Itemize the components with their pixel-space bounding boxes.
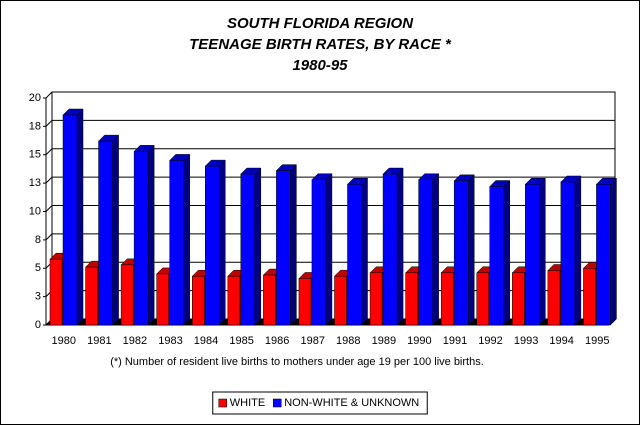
bar-side	[361, 177, 368, 326]
bar	[276, 170, 291, 326]
bar	[133, 151, 149, 326]
bar	[192, 275, 205, 326]
bar	[227, 275, 241, 326]
x-tick-label: 1991	[443, 335, 467, 347]
bar	[85, 266, 98, 326]
y-tick-label: 0	[35, 319, 41, 331]
bar	[205, 165, 220, 326]
bar	[347, 184, 362, 326]
y-tick-label: 8	[35, 234, 41, 246]
bar-side	[467, 174, 475, 326]
bar-side	[610, 177, 617, 326]
y-tick-label: 18	[29, 120, 41, 132]
x-tick-label: 1990	[407, 335, 431, 347]
bar-side	[183, 153, 190, 326]
x-tick-label: 1992	[478, 335, 502, 347]
x-tick-label: 1993	[514, 335, 538, 347]
legend-swatch	[272, 398, 282, 408]
bar	[440, 272, 454, 326]
chart-title: SOUTH FLORIDA REGION	[227, 15, 414, 32]
x-tick-label: 1988	[336, 335, 360, 347]
bar	[298, 278, 312, 326]
x-tick-label: 1995	[585, 335, 609, 347]
bar	[489, 186, 504, 326]
bar	[547, 270, 561, 326]
y-tick-label: 10	[29, 205, 41, 217]
bar	[49, 258, 63, 326]
bar	[169, 160, 184, 326]
bar-side	[290, 164, 297, 326]
grid-diag	[45, 233, 53, 241]
bar-side	[539, 177, 546, 326]
bar-side	[574, 175, 582, 326]
bar	[583, 268, 596, 326]
x-tick-label: 1980	[52, 335, 76, 347]
bar	[62, 114, 78, 326]
footnote: (*) Number of resident live births to mo…	[110, 356, 484, 368]
bar	[334, 275, 347, 326]
x-tick-label: 1981	[87, 335, 111, 347]
bar-side	[147, 144, 155, 326]
grid-diag	[45, 120, 53, 127]
bar-side	[254, 167, 262, 326]
bar	[98, 140, 113, 326]
bar	[525, 184, 540, 326]
grid-diag	[45, 148, 53, 156]
bar	[369, 272, 383, 326]
bar	[560, 181, 576, 326]
bar-side	[503, 179, 510, 326]
bar-side	[325, 173, 333, 326]
x-tick-label: 1989	[372, 335, 396, 347]
bar	[405, 272, 418, 326]
bar	[263, 274, 276, 326]
bar-side	[112, 134, 119, 326]
bar-side	[432, 173, 439, 326]
x-tick-label: 1987	[300, 335, 324, 347]
bar	[156, 273, 169, 326]
bar	[382, 173, 398, 326]
legend-label: WHITE	[230, 397, 265, 409]
x-tick-label: 1984	[194, 335, 218, 347]
x-tick-label: 1985	[229, 335, 253, 347]
y-tick-label: 13	[29, 177, 41, 189]
grid-diag	[45, 176, 53, 184]
legend-swatch	[218, 398, 227, 408]
y-tick-label: 5	[35, 262, 41, 274]
bar	[418, 179, 433, 326]
bar-side	[76, 108, 84, 326]
x-tick-label: 1986	[265, 335, 289, 347]
bar	[120, 264, 134, 326]
bar	[240, 173, 256, 326]
bar-side	[219, 159, 226, 326]
x-tick-label: 1994	[549, 335, 573, 347]
y-tick-label: 3	[35, 291, 41, 303]
x-tick-label: 1983	[158, 335, 182, 347]
bar-side	[396, 167, 404, 326]
bar	[453, 180, 469, 326]
bar	[512, 272, 525, 326]
bar	[596, 184, 611, 326]
x-tick-label: 1982	[123, 335, 147, 347]
legend-label: NON-WHITE & UNKNOWN	[284, 397, 419, 409]
y-tick-label: 20	[29, 92, 41, 104]
bar	[311, 179, 327, 326]
legend	[212, 391, 428, 415]
y-tick-label: 15	[29, 149, 41, 161]
bar	[476, 272, 489, 326]
chart-title: TEENAGE BIRTH RATES, BY RACE *	[189, 36, 452, 53]
grid-diag	[45, 91, 53, 99]
grid-diag	[45, 205, 53, 212]
chart-title: 1980-95	[292, 57, 348, 74]
